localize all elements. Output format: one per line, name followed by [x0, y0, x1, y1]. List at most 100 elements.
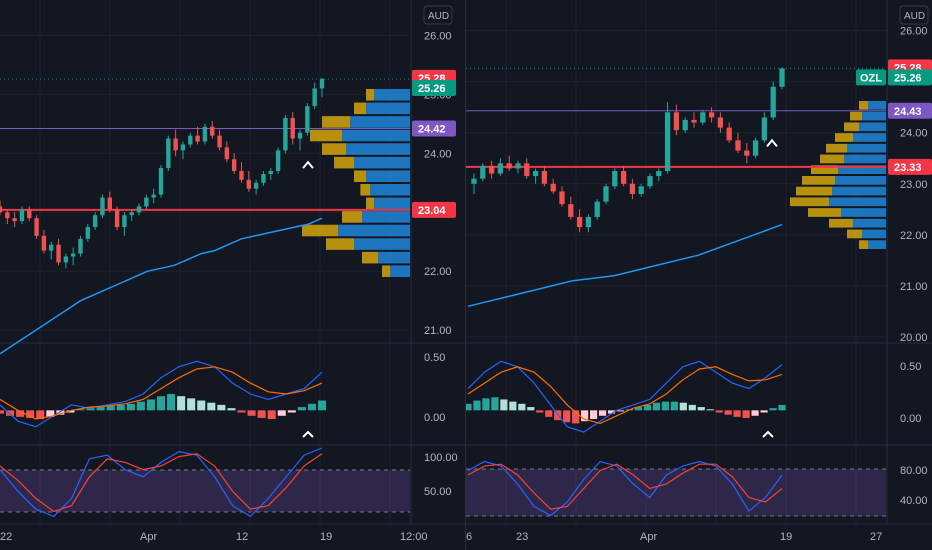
- candle-body[interactable]: [700, 112, 706, 123]
- candle-body[interactable]: [231, 159, 237, 171]
- macd-histogram-bar: [751, 410, 759, 416]
- macd-histogram-bar: [116, 404, 125, 411]
- candle-body[interactable]: [305, 106, 310, 133]
- candle-body[interactable]: [290, 117, 295, 139]
- candle-body[interactable]: [682, 119, 688, 131]
- candle-body[interactable]: [195, 135, 200, 142]
- candle-body[interactable]: [319, 79, 325, 89]
- candle-body[interactable]: [92, 215, 98, 228]
- candle-body[interactable]: [497, 163, 504, 174]
- macd-axis-tick-label: 0.00: [424, 412, 445, 424]
- currency-badge[interactable]: [899, 5, 929, 25]
- candle-body[interactable]: [480, 165, 486, 179]
- candle-body[interactable]: [41, 235, 47, 251]
- panel-divider[interactable]: [465, 0, 466, 550]
- candle-body[interactable]: [488, 165, 495, 174]
- candle-body[interactable]: [224, 147, 230, 160]
- macd-histogram-bar: [156, 396, 166, 411]
- candle-body[interactable]: [107, 197, 112, 210]
- candle-body[interactable]: [0, 206, 3, 213]
- candle-body[interactable]: [100, 197, 105, 216]
- candle-body[interactable]: [673, 112, 680, 131]
- volume-profile-bar-down: [847, 229, 862, 239]
- candle-body[interactable]: [114, 209, 120, 228]
- candle-body[interactable]: [744, 150, 750, 156]
- candle-body[interactable]: [129, 212, 134, 216]
- candle-body[interactable]: [735, 140, 741, 151]
- candle-body[interactable]: [239, 171, 244, 180]
- candle-body[interactable]: [550, 183, 556, 192]
- candle-body[interactable]: [210, 126, 215, 136]
- candle-body[interactable]: [12, 218, 17, 222]
- chart-panel-left[interactable]: 26.0025.0024.0023.0022.0021.00AUD25.2824…: [0, 0, 465, 550]
- candle-body[interactable]: [136, 206, 142, 213]
- candle-body[interactable]: [261, 173, 266, 183]
- candle-body[interactable]: [620, 171, 627, 184]
- candle-body[interactable]: [5, 212, 10, 219]
- candle-body[interactable]: [559, 191, 565, 205]
- macd-histogram-bar: [760, 410, 768, 413]
- candle-body[interactable]: [638, 186, 644, 194]
- candle-body[interactable]: [770, 86, 776, 118]
- resistance-price-tag: [412, 120, 456, 137]
- candle-body[interactable]: [166, 138, 171, 169]
- candle-body[interactable]: [541, 171, 548, 184]
- candle-body[interactable]: [85, 227, 91, 239]
- currency-badge[interactable]: [423, 5, 453, 25]
- candle-body[interactable]: [34, 218, 39, 236]
- candle-body[interactable]: [297, 132, 303, 139]
- candle-body[interactable]: [202, 126, 208, 142]
- candle-body[interactable]: [144, 197, 149, 207]
- candle-body[interactable]: [471, 178, 477, 184]
- candle-body[interactable]: [576, 216, 583, 228]
- candle-body[interactable]: [217, 135, 222, 148]
- candle-body[interactable]: [752, 140, 759, 156]
- candle-body[interactable]: [49, 244, 54, 251]
- candle-body[interactable]: [246, 179, 252, 189]
- candle-body[interactable]: [568, 204, 574, 217]
- candle-body[interactable]: [19, 209, 25, 222]
- macd-histogram-bar: [697, 407, 705, 411]
- candle-body[interactable]: [27, 209, 32, 219]
- candle-body[interactable]: [173, 138, 178, 151]
- candle-body[interactable]: [180, 144, 186, 151]
- candle-body[interactable]: [515, 163, 521, 169]
- candle-body[interactable]: [761, 117, 768, 141]
- candle-body[interactable]: [647, 176, 653, 187]
- chart-panel-right[interactable]: 26.0025.0024.0023.0022.0021.0020.00AUD25…: [466, 0, 932, 550]
- chart-svg[interactable]: 26.0025.0024.0023.0022.0021.0020.00AUD25…: [466, 0, 932, 550]
- candle-body[interactable]: [312, 88, 317, 107]
- candle-body[interactable]: [63, 256, 69, 263]
- price-axis-tick-label: 20.00: [900, 332, 928, 344]
- candle-body[interactable]: [717, 117, 724, 128]
- candle-body[interactable]: [532, 171, 539, 177]
- candle-body[interactable]: [726, 127, 732, 141]
- candle-body[interactable]: [594, 201, 600, 217]
- candle-body[interactable]: [612, 171, 618, 187]
- candle-body[interactable]: [691, 119, 697, 123]
- candle-body[interactable]: [188, 135, 193, 145]
- candle-body[interactable]: [158, 168, 164, 195]
- candle-body[interactable]: [506, 163, 512, 169]
- candle-body[interactable]: [70, 253, 76, 257]
- candle-body[interactable]: [779, 68, 785, 87]
- candle-body[interactable]: [524, 163, 530, 177]
- candle-body[interactable]: [253, 182, 259, 189]
- candle-body[interactable]: [629, 183, 636, 194]
- candle-body[interactable]: [664, 112, 671, 171]
- candle-body[interactable]: [708, 112, 715, 118]
- time-axis[interactable]: 22 Apr 12 19 12:00: [0, 531, 428, 543]
- chart-svg[interactable]: 26.0025.0024.0023.0022.0021.00AUD25.2824…: [0, 0, 465, 550]
- candle-body[interactable]: [78, 238, 83, 254]
- candle-body[interactable]: [585, 216, 592, 228]
- candle-body[interactable]: [122, 215, 127, 228]
- candle-body[interactable]: [283, 117, 288, 151]
- candle-body[interactable]: [656, 171, 662, 177]
- candle-body[interactable]: [275, 150, 281, 171]
- macd-histogram-bar: [86, 408, 95, 411]
- candle-body[interactable]: [603, 186, 609, 202]
- candle-body[interactable]: [151, 194, 156, 198]
- time-axis[interactable]: 6 23 Apr 19 27: [466, 531, 882, 543]
- candle-body[interactable]: [56, 244, 61, 263]
- candle-body[interactable]: [268, 171, 273, 174]
